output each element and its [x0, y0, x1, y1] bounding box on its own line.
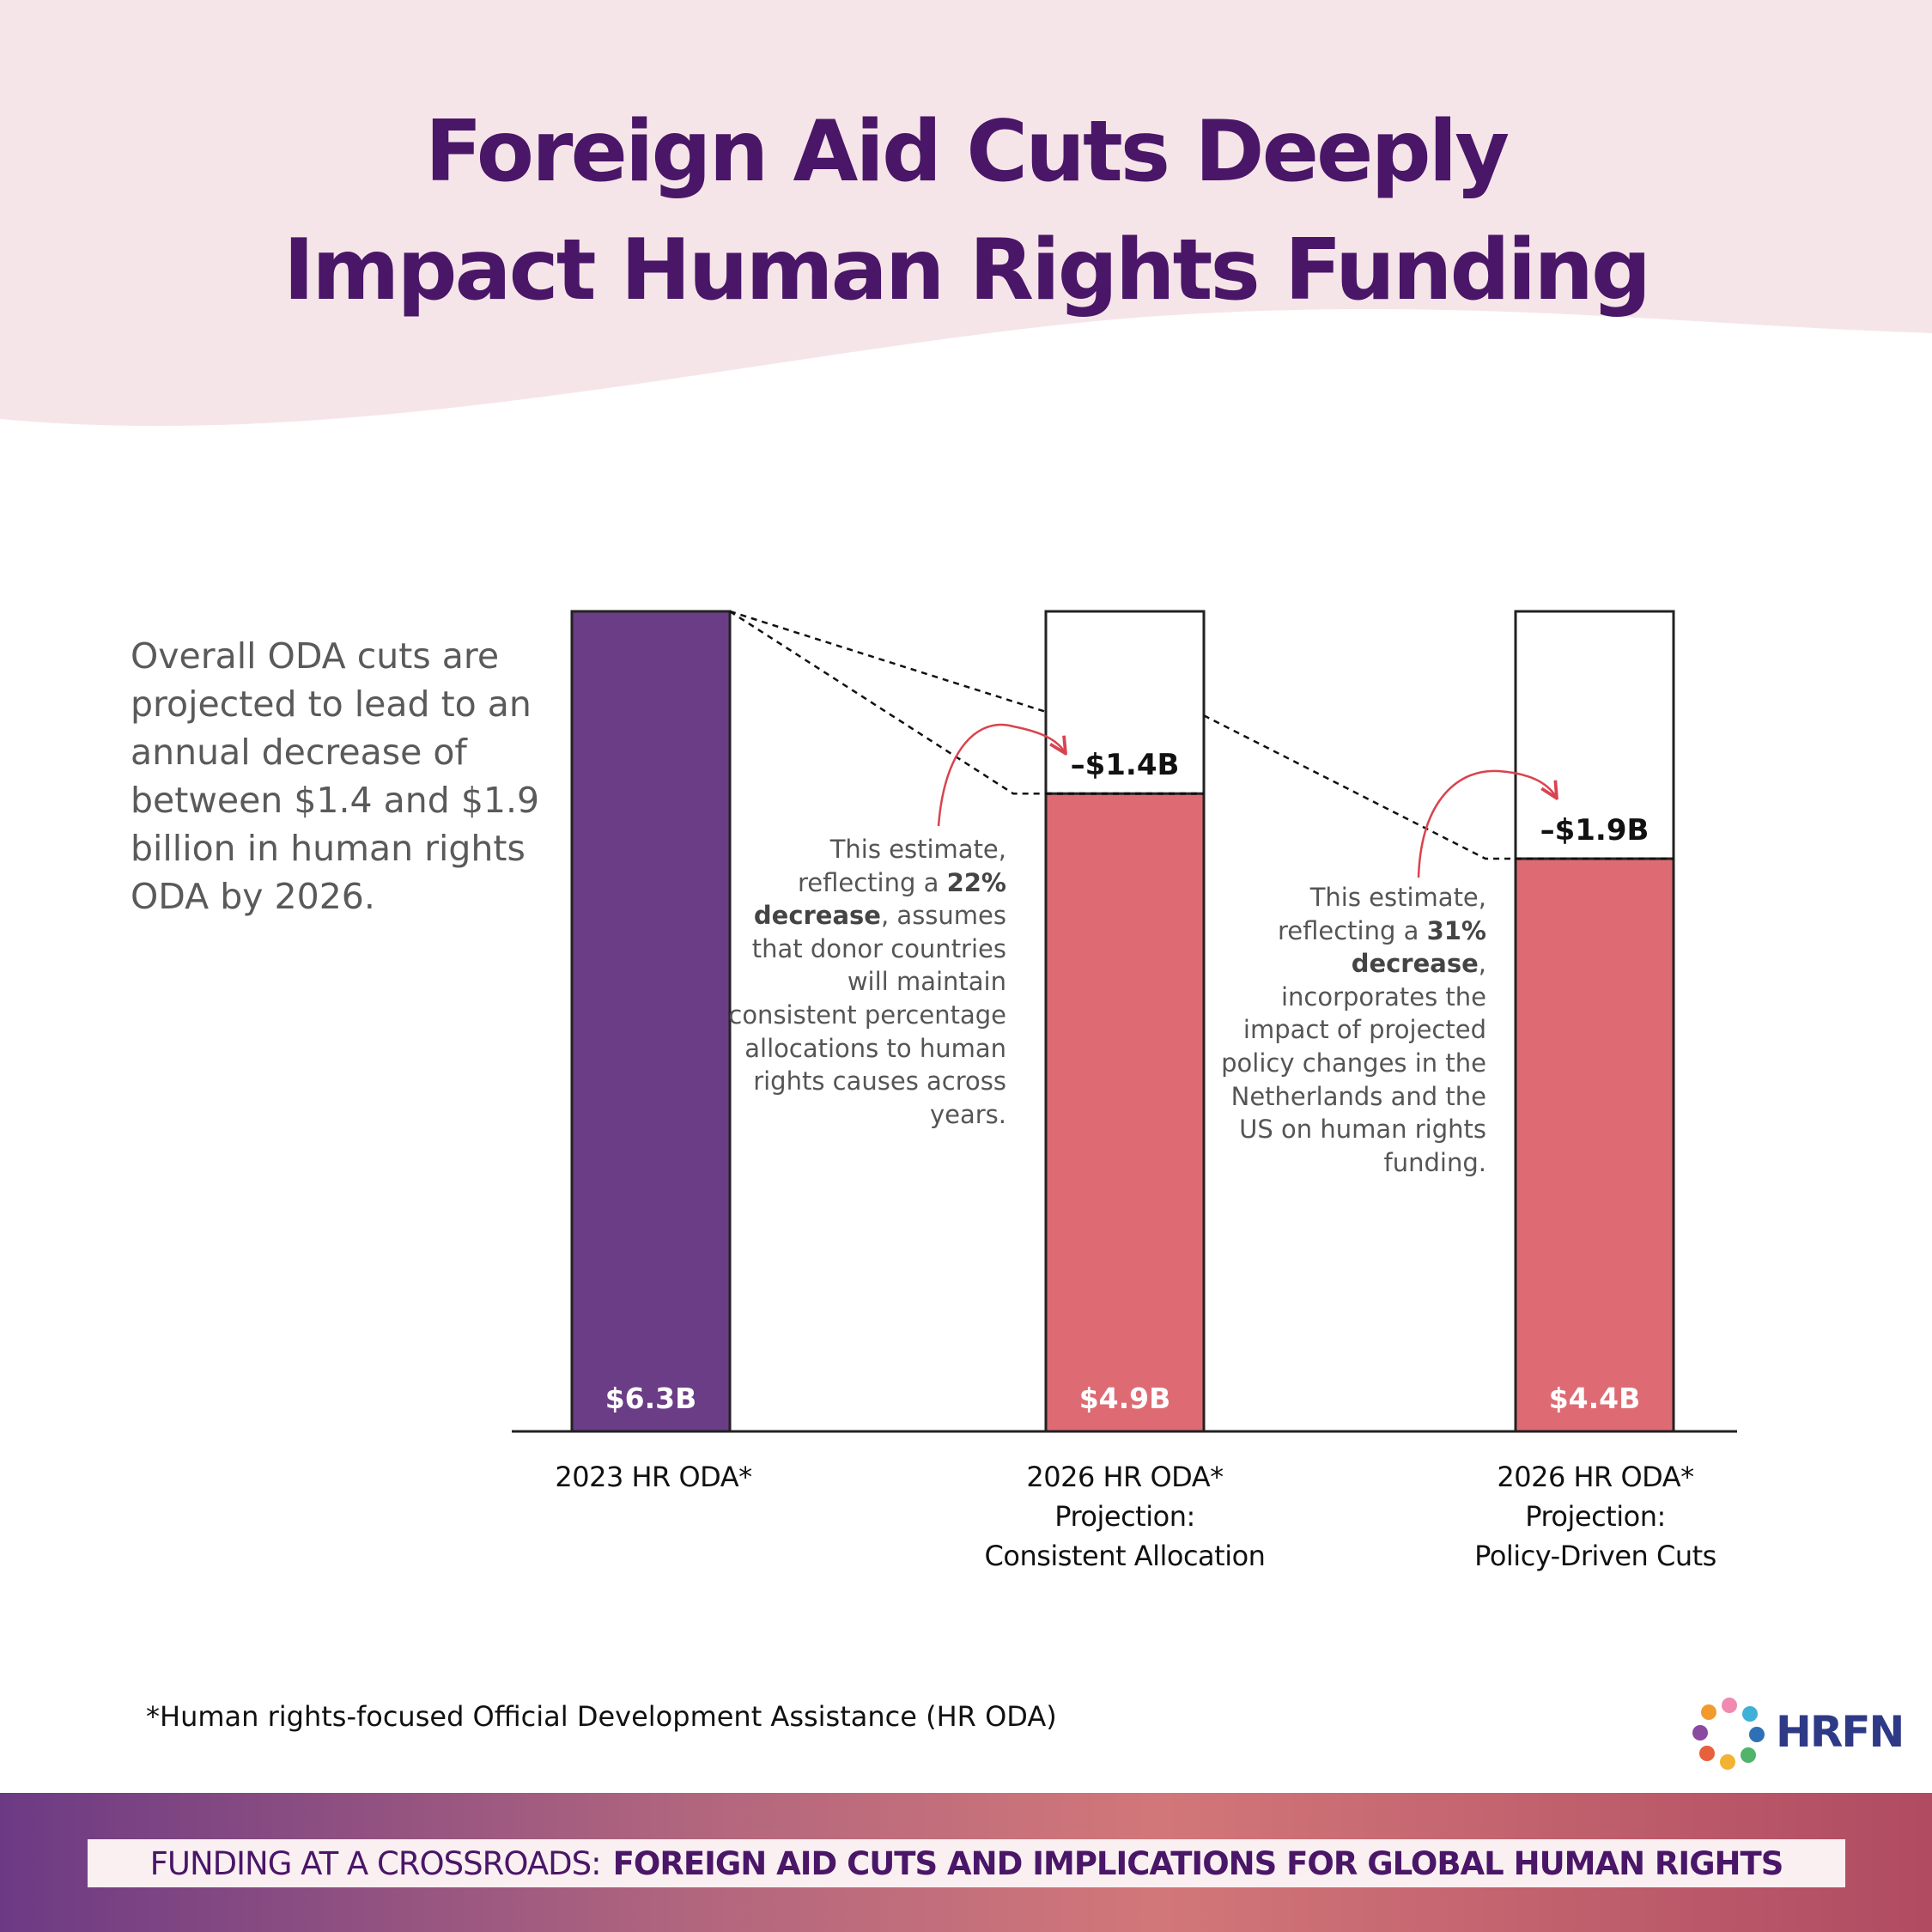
page-title-line-2: Impact Human Rights Funding [283, 222, 1651, 319]
note-1-pre: This estimate, reflecting a [797, 835, 1006, 897]
note-1-bold: 22% decrease [753, 867, 1006, 931]
annotation-note-policy-driven-cuts: This estimate, reflecting a 31% decrease… [1194, 881, 1486, 1179]
banner-series-title: FUNDING AT A CROSSROADS: [149, 1844, 602, 1882]
hrfn-logo-text: HRFN [1776, 1707, 1905, 1757]
x-axis-label-consistent-line-3: Consistent Allocation [984, 1540, 1266, 1572]
note-2-pre: This estimate, reflecting a [1277, 883, 1486, 945]
bar-value-label-1: $4.9B [1079, 1382, 1171, 1415]
bar-1 [1044, 792, 1206, 1433]
x-axis-label-consistent-allocation: 2026 HR ODA* Projection: Consistent Allo… [936, 1457, 1314, 1576]
x-axis-label-policy-line-1: 2026 HR ODA* [1497, 1461, 1694, 1493]
note-2-post: , incorporates the impact of projected p… [1221, 949, 1486, 1177]
hrfn-logo: HRFN [1688, 1693, 1905, 1771]
decrease-label-2: –$1.9B [1540, 813, 1649, 848]
x-axis-label-consistent-line-1: 2026 HR ODA* [1026, 1461, 1224, 1493]
x-axis-label-2023-line-1: 2023 HR ODA* [555, 1461, 752, 1493]
annotation-arrow-consistent [937, 723, 1065, 827]
footnote: *Human rights-focused Official Developme… [146, 1700, 1057, 1733]
banner-report-title: FOREIGN AID CUTS AND IMPLICATIONS FOR GL… [612, 1844, 1784, 1882]
annotation-note-consistent-allocation: This estimate, reflecting a 22% decrease… [714, 833, 1006, 1131]
hrfn-logo-ring-icon [1692, 1698, 1765, 1770]
bottom-banner: FUNDING AT A CROSSROADS: FOREIGN AID CUT… [88, 1839, 1845, 1887]
bar-value-label-0: $6.3B [605, 1382, 697, 1415]
bar-chart: $6.3B $4.9B $4.4B –$1.4B –$1.9B [512, 610, 1737, 1433]
bar-0 [570, 610, 732, 1433]
connector-line-consistent [729, 610, 1046, 795]
note-2-bold: 31% decrease [1351, 915, 1486, 979]
annotation-arrow-policy [1417, 769, 1556, 878]
x-axis-label-consistent-line-2: Projection: [1054, 1500, 1195, 1533]
bar-2 [1514, 857, 1675, 1433]
header-wave-background [0, 0, 1932, 427]
x-axis-label-policy-line-3: Policy-Driven Cuts [1474, 1540, 1716, 1572]
x-axis-label-policy-driven-cuts: 2026 HR ODA* Projection: Policy-Driven C… [1406, 1457, 1784, 1576]
page-title: Foreign Aid Cuts Deeply Impact Human Rig… [0, 93, 1932, 330]
intro-text: Overall ODA cuts are projected to lead t… [131, 635, 540, 917]
bar-value-label-2: $4.4B [1549, 1382, 1641, 1415]
x-axis-label-policy-line-2: Projection: [1525, 1500, 1666, 1533]
connector-line-top [729, 610, 1047, 714]
note-1-post: , assumes that donor countries will main… [728, 901, 1006, 1129]
x-axis-label-2023: 2023 HR ODA* [465, 1457, 842, 1497]
decrease-label-1: –$1.4B [1071, 748, 1180, 782]
page-title-line-1: Foreign Aid Cuts Deeply [424, 103, 1510, 201]
connector-line-policy [1203, 714, 1516, 860]
